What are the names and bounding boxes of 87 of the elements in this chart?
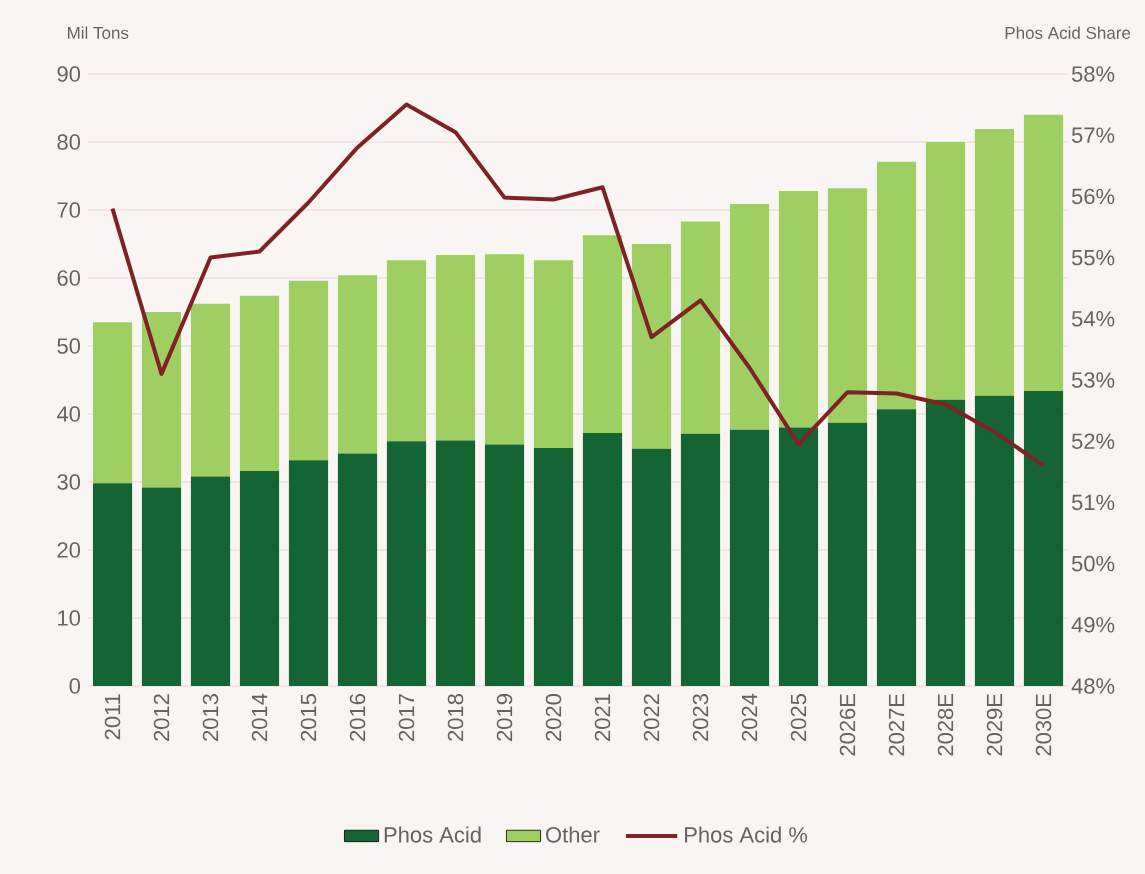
bar: [141, 312, 182, 488]
bar: [827, 188, 868, 423]
x-tick-label: 2016: [349, 694, 366, 741]
x-tick-label: 2027E: [888, 694, 905, 756]
bar: [582, 433, 623, 686]
bar: [435, 440, 476, 686]
bar: [876, 161, 917, 410]
x-tick-label: 2024: [741, 693, 758, 741]
y-tick-label: 10: [58, 610, 81, 626]
y2-axis-title: Phos Acid Share: [1005, 26, 1131, 39]
bar: [288, 460, 329, 686]
line-series: [110, 102, 1046, 468]
bar: [190, 476, 231, 686]
x-tick-label: 2011: [104, 694, 121, 740]
bar: [631, 448, 672, 686]
x-tick-label: 2015: [300, 694, 317, 741]
y-axis-title: Mil Tons: [67, 26, 129, 39]
y2-tick-label: 57%: [1071, 127, 1115, 143]
bar: [386, 441, 427, 686]
bar: [190, 303, 231, 477]
y-tick-label: 20: [57, 542, 81, 558]
y-tick-label: 80: [57, 134, 81, 150]
y-tick-label: 50: [57, 338, 81, 354]
bar: [239, 295, 280, 472]
y2-tick-label: 55%: [1071, 249, 1115, 266]
y2-tick-label: 56%: [1071, 188, 1115, 205]
legend-label: Phos Acid %: [685, 826, 808, 843]
x-tick-label: 2022: [643, 694, 660, 741]
bar: [337, 453, 378, 686]
x-tick-label: 2030E: [1035, 694, 1052, 756]
x-tick-label: 2013: [202, 694, 219, 741]
bar: [778, 190, 819, 428]
x-tick-label: 2029E: [986, 694, 1003, 756]
bar: [533, 260, 574, 448]
x-tick-label: 2020: [545, 693, 562, 741]
y2-tick-label: 52%: [1071, 433, 1115, 449]
bar: [484, 444, 525, 686]
bar: [92, 483, 133, 686]
bar: [631, 244, 672, 449]
bar: [1023, 390, 1064, 686]
y2-tick-label: 54%: [1071, 311, 1115, 327]
y-tick-label: 0: [69, 678, 81, 694]
bar: [778, 427, 819, 686]
legend-label: Other: [546, 826, 600, 843]
y-tick-label: 70: [57, 202, 81, 218]
x-tick-label: 2023: [692, 694, 709, 741]
x-tick-label: 2012: [153, 694, 170, 741]
bar: [925, 142, 966, 400]
bar: [288, 280, 329, 461]
bar: [337, 275, 378, 454]
bar: [974, 129, 1015, 396]
y2-tick-label: 53%: [1071, 372, 1115, 388]
bar: [435, 254, 476, 441]
bar: [974, 395, 1015, 686]
x-tick-label: 2026E: [839, 694, 856, 756]
x-tick-label: 2018: [447, 694, 464, 741]
y-tick-label: 30: [57, 474, 81, 490]
bar: [484, 254, 525, 445]
y2-tick-label: 58%: [1071, 66, 1115, 82]
legend-label: Phos Acid: [384, 826, 481, 843]
bar: [386, 260, 427, 442]
bar: [729, 429, 770, 686]
bar: [729, 203, 770, 430]
bar: [876, 409, 917, 686]
x-tick-label: 2017: [398, 694, 415, 741]
bar: [680, 433, 721, 686]
bar: [582, 235, 623, 434]
y-tick-label: 60: [57, 270, 81, 286]
x-tick-label: 2025: [790, 694, 807, 741]
y-tick-label: 90: [57, 66, 81, 82]
bar: [239, 471, 280, 686]
x-tick-label: 2019: [496, 694, 513, 741]
bar: [680, 221, 721, 434]
bar: [533, 448, 574, 686]
bar: [141, 487, 182, 686]
y2-tick-label: 49%: [1071, 617, 1115, 633]
x-tick-label: 2021: [594, 694, 611, 741]
y2-tick-label: 51%: [1071, 494, 1115, 511]
bar: [925, 399, 966, 686]
bar: [827, 422, 868, 686]
y2-tick-label: 48%: [1071, 678, 1115, 694]
x-tick-label: 2014: [251, 693, 268, 741]
bar: [92, 322, 133, 484]
bar: [1023, 114, 1064, 391]
y-tick-label: 40: [56, 406, 81, 422]
y2-tick-label: 50%: [1071, 555, 1115, 572]
x-tick-label: 2028E: [937, 694, 954, 756]
